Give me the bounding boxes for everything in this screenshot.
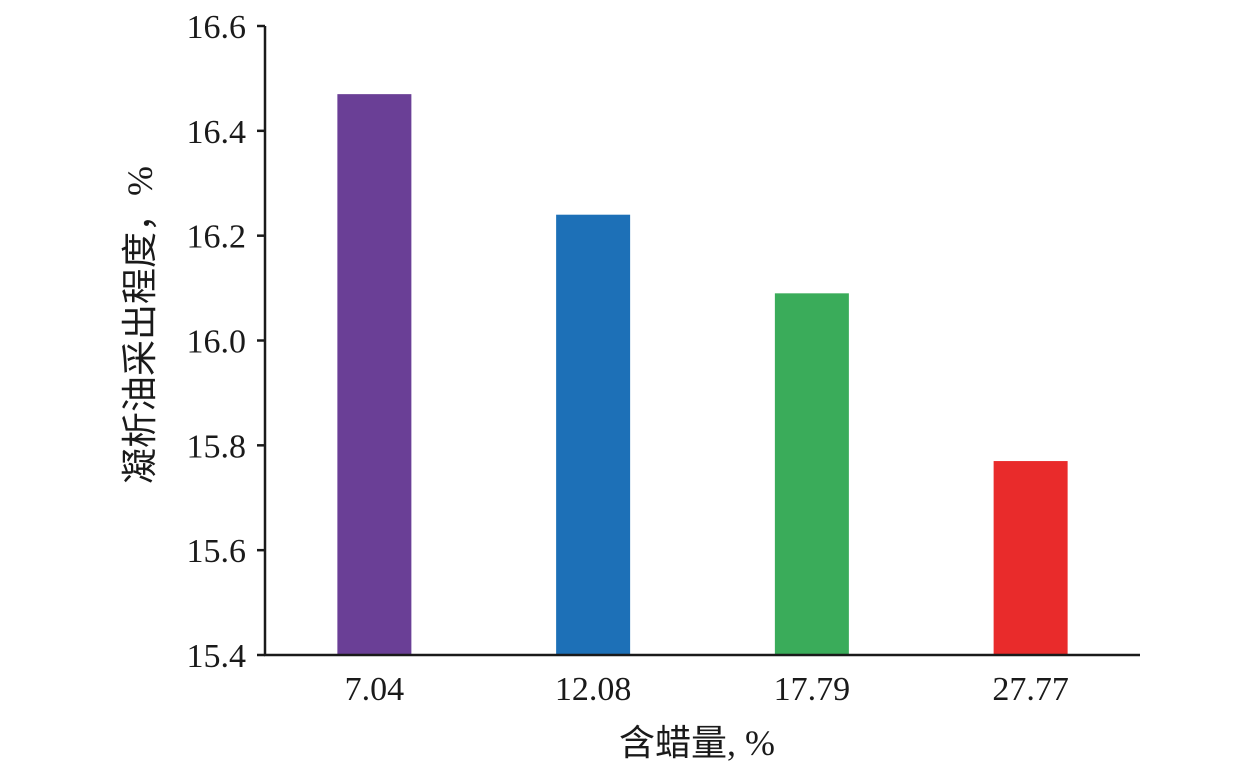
x-ticks-group: 7.04 12.08 17.79 27.77 (345, 671, 1069, 708)
y-tick-label: 16.6 (187, 9, 247, 46)
x-tick-label: 17.79 (774, 671, 851, 708)
y-tick-label: 16.0 (187, 324, 247, 361)
x-tick-label: 27.77 (992, 671, 1069, 708)
x-tick-label: 7.04 (345, 671, 405, 708)
bars-group (337, 94, 1068, 656)
x-axis-title: 含蜡量, % (619, 723, 775, 763)
bar-12-08 (556, 214, 631, 655)
y-ticks-group: 15.4 15.6 15.8 16.0 16.2 16.4 16.6 (187, 9, 265, 675)
bar-27-77 (993, 461, 1068, 655)
y-tick-label: 15.4 (187, 638, 247, 675)
y-axis-title: 凝析油采出程度，% (120, 166, 160, 484)
bar-17-79 (774, 293, 849, 655)
bar-7-04 (337, 94, 412, 656)
y-tick-label: 16.4 (187, 114, 247, 151)
x-tick-label: 12.08 (555, 671, 632, 708)
y-tick-label: 15.8 (187, 428, 247, 465)
y-tick-label: 16.2 (187, 219, 247, 256)
y-tick-label: 15.6 (187, 533, 247, 570)
